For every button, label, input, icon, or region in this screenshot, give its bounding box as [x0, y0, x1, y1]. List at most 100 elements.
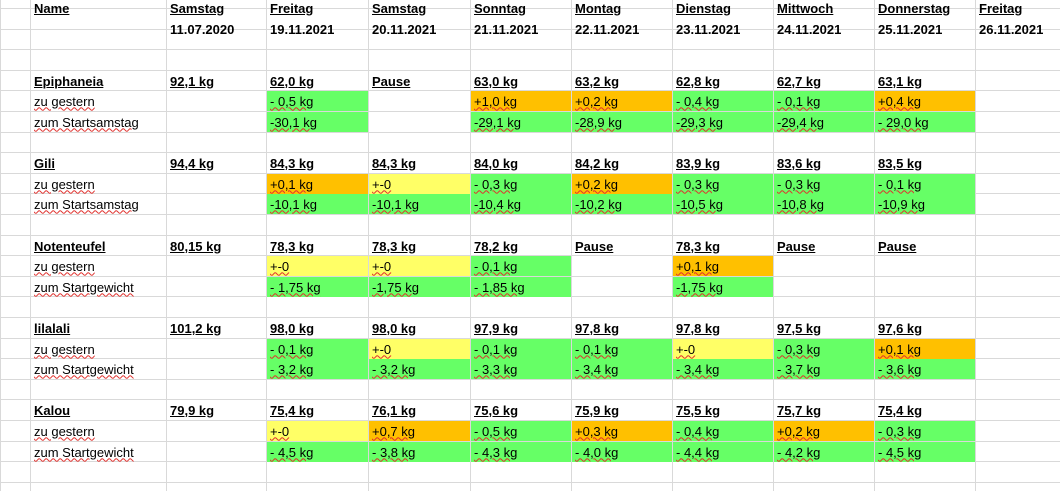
start-diff-cell[interactable]: -10,9 kg: [875, 194, 975, 214]
weight-cell[interactable]: 78,3 kg: [369, 236, 470, 256]
start-diff-cell[interactable]: - 1,75 kg: [267, 277, 368, 297]
start-label[interactable]: zum Startgewicht: [31, 442, 166, 462]
diff-cell[interactable]: +-0: [369, 174, 470, 194]
start-diff-cell[interactable]: [167, 359, 266, 379]
start-label[interactable]: zum Startgewicht: [31, 359, 166, 379]
diff-label[interactable]: zu gestern: [31, 174, 166, 194]
start-diff-cell[interactable]: - 4,3 kg: [471, 442, 571, 462]
start-diff-cell[interactable]: [976, 359, 1060, 379]
person-name[interactable]: Notenteufel: [31, 236, 166, 256]
diff-cell[interactable]: +0,1 kg: [875, 339, 975, 359]
start-diff-cell[interactable]: [167, 194, 266, 214]
diff-cell[interactable]: [875, 256, 975, 276]
weight-cell[interactable]: 83,9 kg: [673, 153, 773, 173]
diff-cell[interactable]: - 0,3 kg: [875, 421, 975, 441]
diff-cell[interactable]: [167, 91, 266, 111]
start-diff-cell[interactable]: [774, 277, 874, 297]
weight-cell[interactable]: 101,2 kg: [167, 318, 266, 338]
start-diff-cell[interactable]: - 4,5 kg: [875, 442, 975, 462]
diff-cell[interactable]: [167, 256, 266, 276]
diff-cell[interactable]: +-0: [267, 421, 368, 441]
diff-label[interactable]: zu gestern: [31, 339, 166, 359]
weight-cell[interactable]: 97,8 kg: [572, 318, 672, 338]
weight-cell[interactable]: [976, 318, 1060, 338]
weight-cell[interactable]: 94,4 kg: [167, 153, 266, 173]
diff-cell[interactable]: [572, 256, 672, 276]
person-name[interactable]: Epiphaneia: [31, 71, 166, 91]
weight-cell[interactable]: 98,0 kg: [267, 318, 368, 338]
diff-cell[interactable]: [774, 256, 874, 276]
weight-cell[interactable]: 75,9 kg: [572, 400, 672, 420]
start-diff-cell[interactable]: [976, 194, 1060, 214]
diff-cell[interactable]: - 0,3 kg: [471, 174, 571, 194]
diff-cell[interactable]: +1,0 kg: [471, 91, 571, 111]
start-diff-cell[interactable]: -30,1 kg: [267, 112, 368, 132]
diff-cell[interactable]: - 0,3 kg: [774, 174, 874, 194]
start-diff-cell[interactable]: -28,9 kg: [572, 112, 672, 132]
start-diff-cell[interactable]: [167, 277, 266, 297]
start-label[interactable]: zum Startgewicht: [31, 277, 166, 297]
start-diff-cell[interactable]: - 3,8 kg: [369, 442, 470, 462]
start-diff-cell[interactable]: -10,8 kg: [774, 194, 874, 214]
start-diff-cell[interactable]: - 3,6 kg: [875, 359, 975, 379]
start-diff-cell[interactable]: - 4,0 kg: [572, 442, 672, 462]
diff-cell[interactable]: [167, 174, 266, 194]
column-header-date[interactable]: 22.11.2021: [572, 19, 672, 39]
column-header-date[interactable]: 25.11.2021: [875, 19, 975, 39]
weight-cell[interactable]: Pause: [572, 236, 672, 256]
weight-cell[interactable]: 75,4 kg: [875, 400, 975, 420]
diff-cell[interactable]: - 0,1 kg: [774, 91, 874, 111]
start-diff-cell[interactable]: [369, 112, 470, 132]
weight-cell[interactable]: 78,3 kg: [267, 236, 368, 256]
weight-cell[interactable]: [976, 153, 1060, 173]
weight-cell[interactable]: 80,15 kg: [167, 236, 266, 256]
weight-cell[interactable]: [976, 236, 1060, 256]
diff-label[interactable]: zu gestern: [31, 256, 166, 276]
column-header-date[interactable]: 19.11.2021: [267, 19, 368, 39]
weight-cell[interactable]: 84,2 kg: [572, 153, 672, 173]
column-header-date[interactable]: 23.11.2021: [673, 19, 773, 39]
start-diff-cell[interactable]: -10,4 kg: [471, 194, 571, 214]
diff-cell[interactable]: [976, 174, 1060, 194]
diff-cell[interactable]: [976, 421, 1060, 441]
weight-cell[interactable]: [976, 400, 1060, 420]
column-header-day[interactable]: Name: [31, 0, 166, 18]
weight-cell[interactable]: 63,1 kg: [875, 71, 975, 91]
diff-cell[interactable]: - 0,4 kg: [673, 421, 773, 441]
start-diff-cell[interactable]: [976, 442, 1060, 462]
weight-cell[interactable]: 97,8 kg: [673, 318, 773, 338]
diff-label[interactable]: zu gestern: [31, 91, 166, 111]
diff-cell[interactable]: - 0,3 kg: [774, 339, 874, 359]
weight-cell[interactable]: 62,0 kg: [267, 71, 368, 91]
weight-cell[interactable]: Pause: [875, 236, 975, 256]
weight-cell[interactable]: 84,3 kg: [267, 153, 368, 173]
weight-cell[interactable]: 84,0 kg: [471, 153, 571, 173]
start-diff-cell[interactable]: - 3,2 kg: [267, 359, 368, 379]
diff-cell[interactable]: [976, 256, 1060, 276]
weight-cell[interactable]: 62,7 kg: [774, 71, 874, 91]
column-header-day[interactable]: Freitag: [267, 0, 368, 18]
weight-cell[interactable]: 62,8 kg: [673, 71, 773, 91]
column-header-date[interactable]: 20.11.2021: [369, 19, 470, 39]
diff-cell[interactable]: - 0,4 kg: [673, 91, 773, 111]
person-name[interactable]: Gili: [31, 153, 166, 173]
diff-cell[interactable]: - 0,5 kg: [267, 91, 368, 111]
weight-cell[interactable]: 75,4 kg: [267, 400, 368, 420]
diff-cell[interactable]: - 0,1 kg: [471, 256, 571, 276]
diff-cell[interactable]: - 0,1 kg: [471, 339, 571, 359]
weight-cell[interactable]: 75,5 kg: [673, 400, 773, 420]
diff-cell[interactable]: - 0,1 kg: [267, 339, 368, 359]
diff-cell[interactable]: +-0: [267, 256, 368, 276]
start-diff-cell[interactable]: -1,75 kg: [673, 277, 773, 297]
diff-cell[interactable]: +-0: [369, 339, 470, 359]
diff-cell[interactable]: +-0: [369, 256, 470, 276]
start-label[interactable]: zum Startsamstag: [31, 112, 166, 132]
weight-cell[interactable]: 75,6 kg: [471, 400, 571, 420]
start-diff-cell[interactable]: [976, 277, 1060, 297]
start-diff-cell[interactable]: - 4,2 kg: [774, 442, 874, 462]
diff-cell[interactable]: [167, 339, 266, 359]
weight-cell[interactable]: 83,5 kg: [875, 153, 975, 173]
diff-cell[interactable]: +0,4 kg: [875, 91, 975, 111]
person-name[interactable]: lilalali: [31, 318, 166, 338]
start-diff-cell[interactable]: [167, 112, 266, 132]
